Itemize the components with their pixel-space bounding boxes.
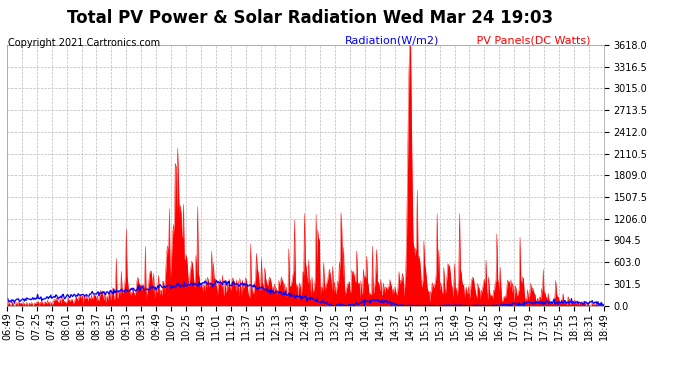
Text: PV Panels(DC Watts): PV Panels(DC Watts) [473, 36, 590, 46]
Text: Radiation(W/m2): Radiation(W/m2) [345, 36, 440, 46]
Text: Total PV Power & Solar Radiation Wed Mar 24 19:03: Total PV Power & Solar Radiation Wed Mar… [68, 9, 553, 27]
Text: Copyright 2021 Cartronics.com: Copyright 2021 Cartronics.com [8, 38, 160, 48]
